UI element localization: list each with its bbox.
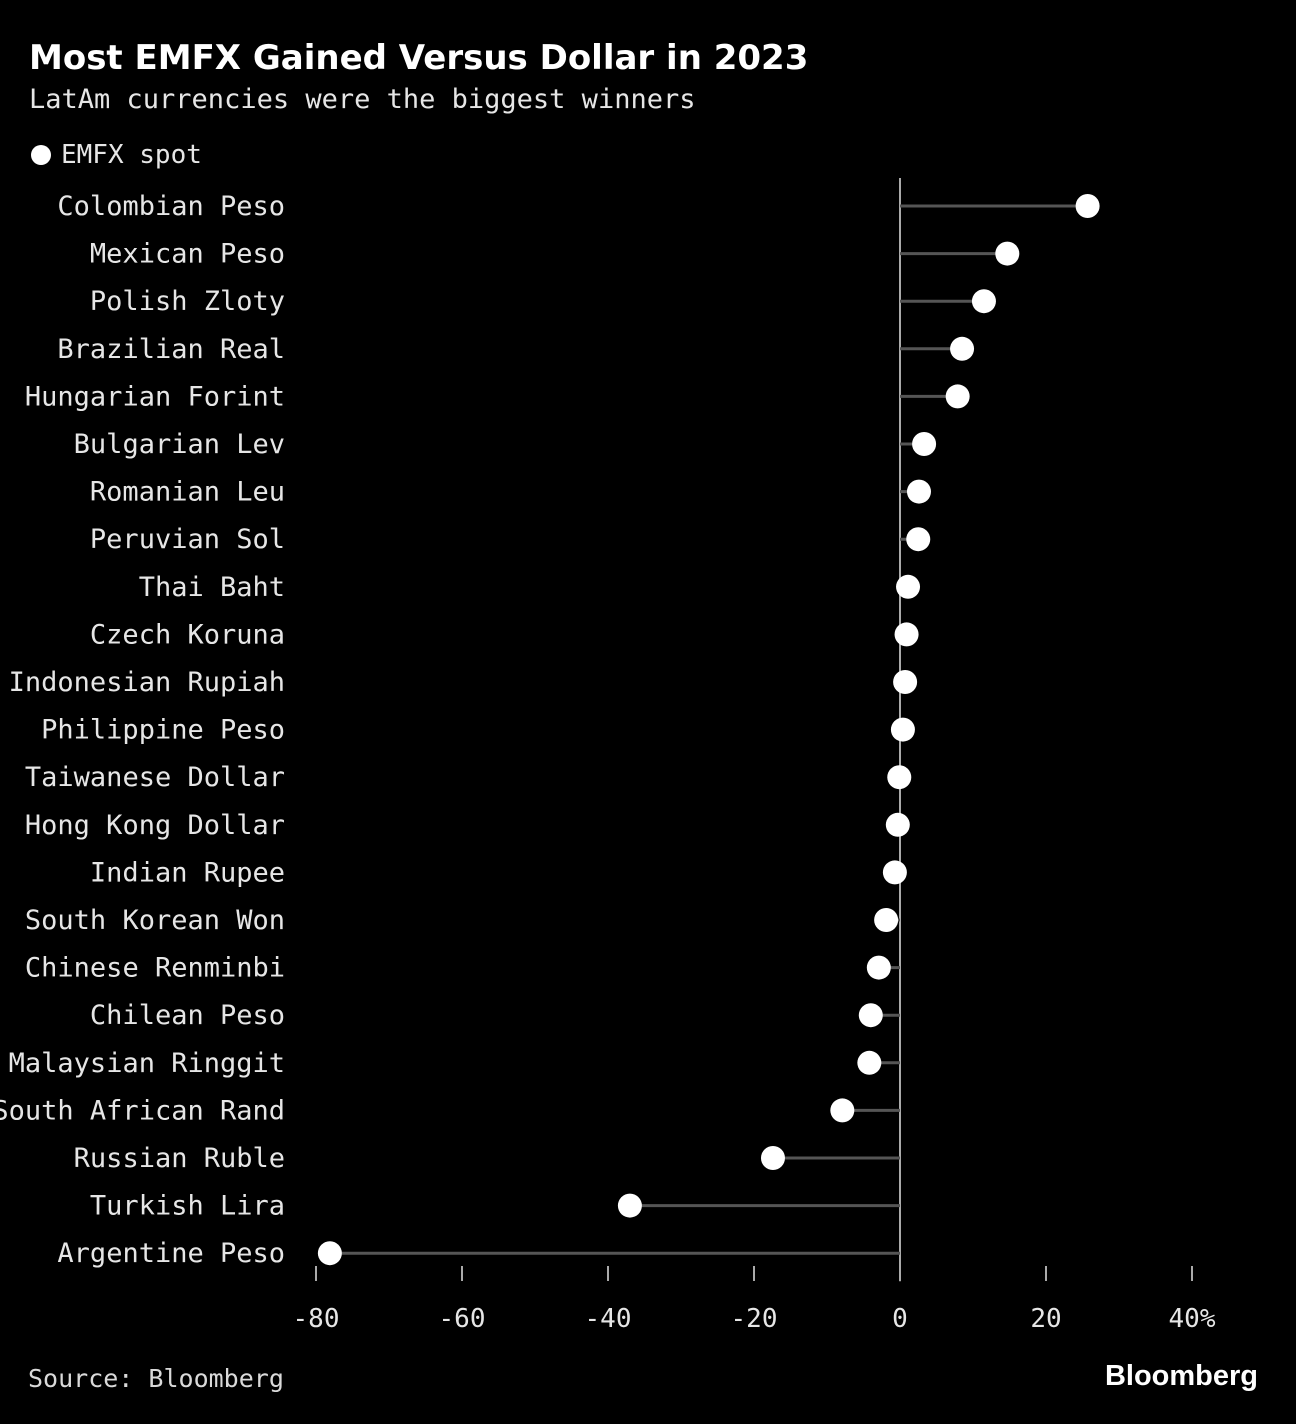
data-point: [760, 1146, 785, 1170]
data-point: [890, 717, 915, 742]
data-point: [945, 384, 970, 409]
category-label: Peruvian Sol: [90, 524, 285, 555]
category-label: Taiwanese Dollar: [25, 762, 285, 793]
chart-subtitle: LatAm currencies were the biggest winner…: [29, 84, 696, 115]
data-point: [896, 574, 921, 599]
chart-title: Most EMFX Gained Versus Dollar in 2023: [29, 38, 809, 78]
legend-label: EMFX spot: [61, 140, 202, 170]
category-label: South Korean Won: [25, 905, 285, 936]
data-point: [995, 241, 1020, 266]
category-label: Indonesian Rupiah: [9, 667, 285, 698]
data-point: [950, 336, 975, 361]
category-label: Chinese Renminbi: [25, 953, 285, 984]
data-point: [882, 860, 907, 885]
category-label: Malaysian Ringgit: [9, 1048, 285, 1079]
category-label: Romanian Leu: [90, 477, 285, 508]
data-point: [971, 289, 996, 314]
category-label: Hungarian Forint: [25, 381, 285, 412]
data-point: [912, 432, 937, 456]
x-tick-label: 20: [1030, 1304, 1061, 1334]
bloomberg-logo: Bloomberg: [1104, 1360, 1258, 1392]
category-label: Argentine Peso: [57, 1238, 285, 1269]
x-tick-label: -60: [439, 1304, 486, 1334]
category-label: Chilean Peso: [90, 1000, 285, 1031]
data-point: [906, 527, 931, 552]
category-label: Colombian Peso: [57, 191, 285, 222]
x-tick-label: -20: [731, 1304, 778, 1334]
data-point: [885, 812, 910, 837]
data-point: [893, 670, 918, 694]
category-label: Hong Kong Dollar: [25, 810, 285, 841]
category-label: Russian Ruble: [74, 1143, 285, 1174]
category-label: South African Rand: [0, 1095, 285, 1126]
data-point: [857, 1050, 882, 1075]
category-label: Thai Baht: [139, 572, 285, 603]
legend-dot-icon: [31, 145, 51, 165]
data-point: [317, 1241, 342, 1266]
data-point: [1075, 194, 1100, 218]
data-point: [906, 479, 931, 504]
category-label: Indian Rupee: [90, 857, 285, 888]
x-tick-label: 0: [892, 1304, 908, 1334]
x-tick-label: 40%: [1169, 1304, 1216, 1334]
category-label: Polish Zloty: [90, 286, 285, 317]
category-label: Brazilian Real: [57, 334, 285, 365]
data-point: [887, 765, 912, 790]
category-label: Bulgarian Lev: [74, 429, 285, 460]
data-point: [617, 1193, 642, 1218]
category-label: Czech Koruna: [90, 619, 285, 650]
data-point: [874, 908, 899, 932]
data-point: [866, 955, 891, 980]
data-point: [894, 622, 919, 647]
x-tick-label: -80: [293, 1304, 340, 1334]
data-point: [858, 1003, 883, 1028]
x-tick-label: -40: [585, 1304, 632, 1334]
data-point: [830, 1098, 855, 1123]
category-label: Philippine Peso: [41, 715, 285, 746]
category-label: Mexican Peso: [90, 239, 285, 270]
legend: EMFX spot: [31, 140, 202, 170]
category-label: Turkish Lira: [90, 1191, 285, 1222]
source-note: Source: Bloomberg: [28, 1364, 284, 1393]
